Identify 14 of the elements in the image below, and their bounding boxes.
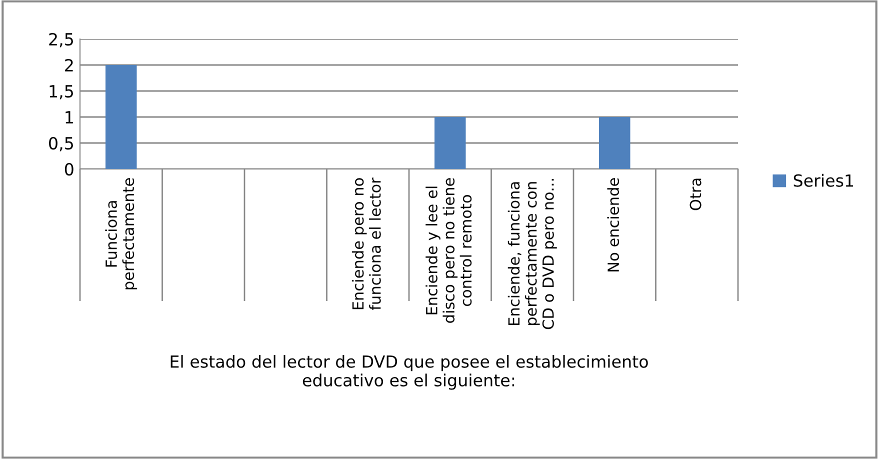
y-tick-label: 2,5 <box>49 32 73 48</box>
y-tick-label: 0 <box>64 162 74 176</box>
y-tick-label: 1,5 <box>50 85 73 100</box>
x-tick-label: Otra <box>690 178 702 210</box>
x-axis-title: El estado del lector de DVD que posee el establecimiento educativo es el siguiente: <box>170 354 648 390</box>
y-tick-label: 2 <box>65 58 73 72</box>
x-tick-label: Enciende pero no funciona el lector <box>352 178 381 310</box>
x-tick-label: Funciona perfectamente <box>105 178 138 290</box>
x-tick-label: Enciende, funciona perfectamente con CD o DVD pero no... <box>508 178 557 330</box>
y-tick-label: 1 <box>66 111 73 124</box>
y-tick-label: 0,5 <box>49 136 73 152</box>
legend-label: Series1 <box>794 174 854 187</box>
x-tick-label: No enciende <box>607 178 620 272</box>
x-tick-label: Enciende y lee el disco pero no tiene control remoto <box>426 178 472 323</box>
